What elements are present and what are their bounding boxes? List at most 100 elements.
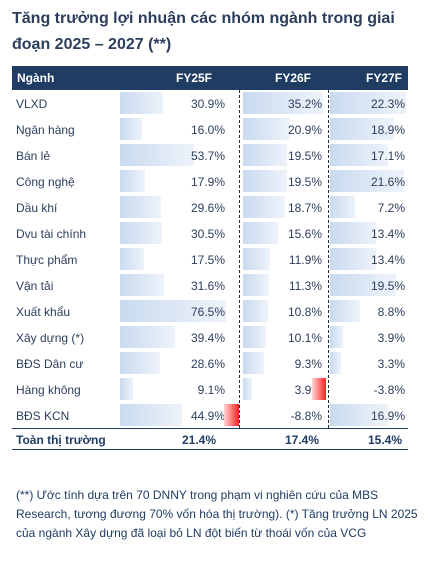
- positive-bar: [120, 222, 162, 244]
- table-row: Xuất khẩu 76.5% 10.8% 8.8%: [12, 298, 408, 324]
- total-fy25: 21.4%: [182, 433, 217, 447]
- positive-bar: [243, 196, 285, 218]
- positive-bar: [120, 326, 175, 348]
- value-label: 13.4%: [370, 227, 405, 241]
- value-label: 17.9%: [190, 175, 225, 189]
- sector-label: VLXD: [16, 97, 48, 111]
- value-cell-fy27: 22.3%: [330, 92, 408, 114]
- value-cell-fy26: 15.6%: [243, 222, 325, 244]
- value-cell-fy25: 17.9%: [120, 170, 228, 192]
- positive-bar: [120, 300, 226, 322]
- value-label: 30.9%: [190, 97, 225, 111]
- sector-label: BĐS KCN: [16, 409, 70, 423]
- positive-bar: [243, 170, 287, 192]
- sector-label: Thực phẩm: [16, 253, 78, 267]
- value-label: 22.3%: [370, 97, 405, 111]
- value-label: 11.9%: [288, 253, 322, 267]
- sector-label: Dầu khí: [16, 201, 58, 215]
- value-cell-fy25: 9.1%: [120, 378, 228, 400]
- value-cell-fy25: 39.4%: [120, 326, 228, 348]
- value-cell-fy27: 18.9%: [330, 118, 408, 140]
- positive-bar: [330, 248, 376, 270]
- sector-label: Bán lẻ: [16, 149, 51, 163]
- positive-bar: [120, 118, 142, 140]
- sector-label: Xây dựng (*): [16, 331, 85, 345]
- value-label: 20.9%: [287, 123, 322, 137]
- value-label: 76.5%: [190, 305, 225, 319]
- positive-bar: [330, 170, 404, 192]
- positive-bar: [330, 404, 388, 426]
- value-label: 19.5%: [370, 279, 405, 293]
- value-cell-fy27: 13.4%: [330, 248, 408, 270]
- total-row: Toàn thị trường 21.4% 17.4% 15.4%: [12, 428, 408, 450]
- value-cell-fy27: -3.8%: [312, 378, 408, 400]
- positive-bar: [120, 170, 145, 192]
- positive-bar: [243, 144, 287, 166]
- footnote: (**) Ước tính dựa trên 70 DNNY trong phạ…: [16, 488, 418, 540]
- positive-bar: [243, 274, 269, 296]
- value-label: 3.3%: [377, 357, 405, 371]
- column-separator: [328, 90, 329, 428]
- value-label: 44.9%: [190, 409, 225, 423]
- table-row: Dvu tài chính 30.5% 15.6% 13.4%: [12, 220, 408, 246]
- value-label: -8.8%: [290, 409, 322, 423]
- value-cell-fy27: 16.9%: [330, 404, 408, 426]
- positive-bar: [120, 404, 182, 426]
- positive-bar: [243, 92, 323, 114]
- value-cell-fy25: 17.5%: [120, 248, 228, 270]
- value-label: 30.5%: [190, 227, 225, 241]
- value-cell-fy26: -8.8%: [224, 404, 325, 426]
- table-row: Bán lẻ 53.7% 19.5% 17.1%: [12, 142, 408, 168]
- positive-bar: [243, 352, 264, 374]
- value-cell-fy26: 19.5%: [243, 170, 325, 192]
- sector-label: Xuất khẩu: [16, 305, 71, 319]
- table-row: Thực phẩm 17.5% 11.9% 13.4%: [12, 246, 408, 272]
- positive-bar: [330, 118, 394, 140]
- table-row: Vận tải 31.6% 11.3% 19.5%: [12, 272, 408, 298]
- positive-bar: [120, 378, 133, 400]
- positive-bar: [330, 222, 376, 244]
- value-cell-fy27: 3.9%: [330, 326, 408, 348]
- total-label: Toàn thị trường: [16, 433, 106, 447]
- table-row: BĐS KCN 44.9% -8.8% 16.9%: [12, 402, 408, 428]
- value-label: 3.9%: [377, 331, 405, 345]
- value-label: 15.6%: [287, 227, 322, 241]
- positive-bar: [330, 326, 343, 348]
- positive-bar: [330, 300, 360, 322]
- chart-title: Tăng trưởng lợi nhuận các nhóm ngành tro…: [12, 10, 395, 53]
- value-cell-fy26: 18.7%: [243, 196, 325, 218]
- column-separator: [239, 90, 240, 428]
- positive-bar: [243, 248, 270, 270]
- table-row: Ngân hàng 16.0% 20.9% 18.9%: [12, 116, 408, 142]
- value-cell-fy25: 30.5%: [120, 222, 228, 244]
- sector-label: Ngân hàng: [16, 123, 75, 137]
- value-label: 21.6%: [370, 175, 405, 189]
- sector-label: Vận tải: [16, 279, 54, 293]
- value-label: 9.3%: [294, 357, 322, 371]
- positive-bar: [330, 274, 396, 296]
- positive-bar: [243, 118, 290, 140]
- value-cell-fy27: 17.1%: [330, 144, 408, 166]
- value-cell-fy25: 29.6%: [120, 196, 228, 218]
- positive-bar: [330, 352, 341, 374]
- value-cell-fy25: 31.6%: [120, 274, 228, 296]
- table-row: Dầu khí 29.6% 18.7% 7.2%: [12, 194, 408, 220]
- header-fy26: FY26F: [275, 71, 312, 85]
- positive-bar: [330, 196, 355, 218]
- value-cell-fy25: 28.6%: [120, 352, 228, 374]
- table-row: VLXD 30.9% 35.2% 22.3%: [12, 90, 408, 116]
- value-cell-fy26: 11.9%: [243, 248, 325, 270]
- value-cell-fy26: 19.5%: [243, 144, 325, 166]
- value-label: 13.4%: [370, 253, 405, 267]
- value-label: 10.8%: [287, 305, 322, 319]
- value-label: 9.1%: [197, 383, 225, 397]
- value-label: 11.3%: [288, 279, 322, 293]
- value-cell-fy25: 16.0%: [120, 118, 228, 140]
- value-label: -3.8%: [373, 383, 405, 397]
- value-cell-fy26: 35.2%: [243, 92, 325, 114]
- positive-bar: [330, 92, 406, 114]
- value-label: 18.9%: [370, 123, 405, 137]
- value-cell-fy26: 11.3%: [243, 274, 325, 296]
- value-label: 10.1%: [287, 331, 322, 345]
- value-cell-fy27: 8.8%: [330, 300, 408, 322]
